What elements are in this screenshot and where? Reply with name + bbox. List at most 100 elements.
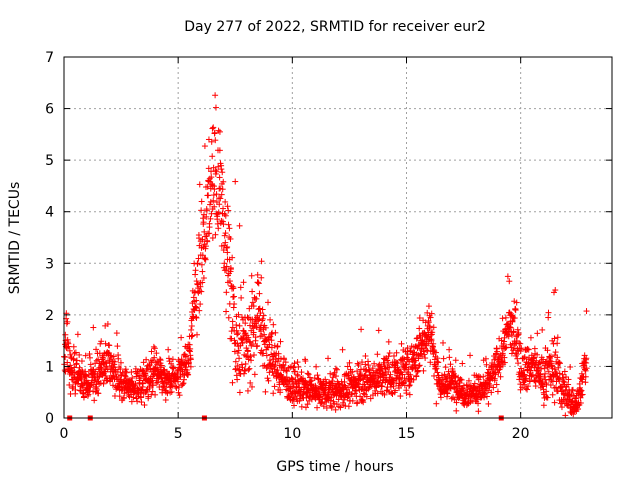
data-point <box>333 366 340 373</box>
data-point <box>386 364 393 371</box>
data-point <box>70 355 77 362</box>
data-point <box>229 318 236 325</box>
data-point <box>128 369 135 376</box>
data-point <box>223 267 230 274</box>
data-point <box>253 343 260 350</box>
data-point <box>327 397 334 404</box>
data-point <box>259 315 266 322</box>
data-point <box>140 380 147 387</box>
data-point <box>236 366 243 373</box>
data-point <box>150 343 157 350</box>
data-point <box>252 334 259 341</box>
data-point <box>446 354 453 361</box>
data-point <box>212 137 219 144</box>
data-point <box>442 364 449 371</box>
data-point <box>235 311 242 318</box>
data-point <box>213 168 220 175</box>
data-point <box>420 367 427 374</box>
data-point <box>403 361 410 368</box>
data-point <box>227 266 234 273</box>
data-point <box>98 338 105 345</box>
data-point <box>78 358 85 365</box>
data-point <box>232 358 239 365</box>
data-point <box>369 365 376 372</box>
data-point <box>332 406 339 413</box>
data-point <box>460 387 467 394</box>
x-tick-label: 20 <box>512 426 530 442</box>
data-point <box>353 388 360 395</box>
data-point <box>110 353 117 360</box>
data-point <box>358 359 365 366</box>
data-point <box>69 385 76 392</box>
data-point <box>87 361 94 368</box>
data-point <box>434 369 441 376</box>
data-point <box>169 356 176 363</box>
data-point <box>128 398 135 405</box>
data-point <box>257 310 264 317</box>
data-point <box>235 330 242 337</box>
data-point <box>192 314 199 321</box>
data-point <box>341 378 348 385</box>
data-point <box>401 375 408 382</box>
data-point <box>219 186 226 193</box>
data-point <box>216 174 223 181</box>
data-point <box>198 288 205 295</box>
data-point <box>448 395 455 402</box>
data-point <box>446 346 453 353</box>
data-point <box>222 198 229 205</box>
data-point <box>182 353 189 360</box>
data-point <box>277 338 284 345</box>
data-point <box>215 209 222 216</box>
data-point <box>113 330 120 337</box>
data-point <box>73 357 80 364</box>
data-point <box>242 320 249 327</box>
data-point <box>314 404 321 411</box>
data-point <box>219 169 226 176</box>
data-point <box>234 362 241 369</box>
data-point <box>168 381 175 388</box>
data-point <box>430 324 437 331</box>
data-point <box>194 331 201 338</box>
data-point <box>117 359 124 366</box>
data-point <box>266 369 273 376</box>
data-point <box>413 373 420 380</box>
data-point <box>416 314 423 321</box>
data-point <box>251 371 258 378</box>
data-point <box>200 275 207 282</box>
data-point <box>266 341 273 348</box>
data-point <box>130 394 137 401</box>
data-point <box>355 362 362 369</box>
data-point <box>220 205 227 212</box>
data-point <box>314 372 321 379</box>
data-point <box>438 372 445 379</box>
data-point <box>188 333 195 340</box>
data-point <box>238 294 245 301</box>
data-point <box>216 128 223 135</box>
data-point <box>187 345 194 352</box>
data-point <box>201 143 208 150</box>
data-point <box>206 224 213 231</box>
data-point <box>209 235 216 242</box>
data-point <box>248 272 255 279</box>
data-point <box>221 260 228 267</box>
data-point <box>447 361 454 368</box>
data-point <box>267 316 274 323</box>
data-point <box>294 371 301 378</box>
data-point <box>298 369 305 376</box>
data-point <box>245 366 252 373</box>
data-point <box>168 388 175 395</box>
data-point <box>203 207 210 214</box>
data-point <box>433 365 440 372</box>
data-point <box>229 254 236 261</box>
data-point <box>170 364 177 371</box>
data-point <box>143 356 150 363</box>
data-point <box>158 362 165 369</box>
x-tick-label: 0 <box>60 426 69 442</box>
data-point <box>282 359 289 366</box>
data-point <box>156 384 163 391</box>
grid <box>64 57 612 418</box>
data-point <box>375 327 382 334</box>
data-point <box>333 373 340 380</box>
data-point <box>220 178 227 185</box>
data-point <box>85 391 92 398</box>
